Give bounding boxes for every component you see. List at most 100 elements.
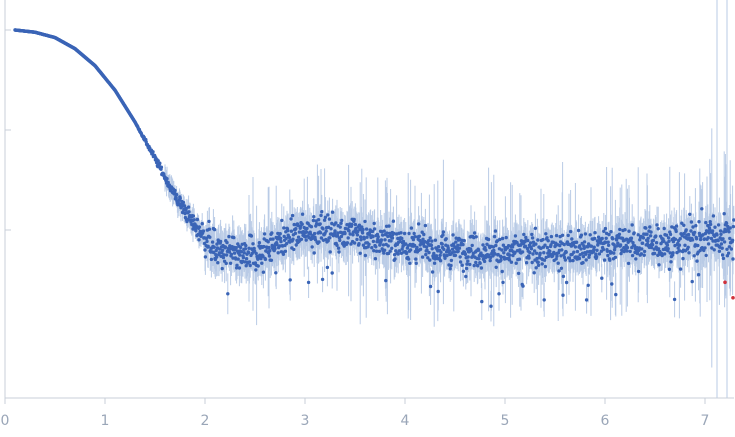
- data-point: [507, 258, 512, 262]
- data-point: [291, 237, 295, 241]
- data-point: [694, 224, 698, 228]
- data-point: [681, 256, 685, 261]
- data-point: [538, 251, 542, 255]
- data-point: [472, 263, 476, 268]
- data-point: [457, 246, 462, 250]
- data-point: [444, 237, 448, 241]
- data-point: [392, 253, 397, 257]
- data-point: [666, 236, 671, 240]
- data-point: [234, 266, 239, 270]
- data-point: [704, 220, 708, 225]
- data-point: [426, 239, 431, 243]
- data-point: [540, 262, 544, 266]
- data-point: [708, 222, 713, 227]
- data-point: [263, 257, 268, 262]
- data-point: [464, 266, 469, 271]
- data-point: [545, 236, 549, 240]
- data-point: [267, 245, 271, 250]
- data-point: [428, 236, 432, 240]
- data-point: [594, 252, 598, 256]
- data-point: [716, 238, 720, 243]
- data-point: [212, 250, 216, 255]
- data-point: [224, 261, 228, 266]
- data-point: [338, 238, 342, 243]
- data-point: [557, 269, 561, 273]
- data-point: [574, 240, 579, 244]
- data-point: [220, 248, 225, 253]
- data-point: [348, 232, 352, 236]
- data-point: [584, 298, 589, 302]
- data-point: [662, 226, 666, 231]
- data-point: [482, 259, 487, 264]
- data-point: [674, 229, 678, 234]
- data-point: [209, 257, 214, 262]
- data-point: [614, 292, 618, 297]
- data-point: [345, 223, 349, 227]
- data-point: [525, 246, 530, 251]
- data-point: [332, 231, 337, 236]
- data-point: [380, 233, 385, 237]
- data-point: [700, 207, 704, 211]
- data-point: [330, 210, 335, 214]
- data-point: [450, 247, 455, 251]
- data-point: [224, 253, 229, 257]
- data-point: [232, 251, 237, 255]
- data-point: [626, 261, 631, 266]
- data-point: [463, 252, 468, 257]
- data-point: [451, 233, 455, 237]
- data-point: [516, 271, 521, 276]
- data-point: [316, 218, 321, 222]
- data-point: [555, 254, 559, 258]
- data-point: [407, 231, 411, 236]
- data-point: [438, 259, 443, 263]
- data-point: [357, 242, 361, 246]
- data-point: [409, 226, 414, 230]
- data-point: [247, 246, 251, 250]
- data-point: [339, 221, 343, 225]
- data-point: [649, 245, 654, 250]
- data-point: [262, 244, 266, 249]
- data-point: [439, 250, 443, 254]
- data-point: [266, 240, 270, 244]
- data-point: [654, 234, 658, 238]
- data-point: [249, 234, 254, 238]
- data-point: [602, 258, 607, 262]
- data-point: [278, 232, 282, 236]
- data-point: [243, 247, 248, 251]
- data-point: [499, 255, 504, 259]
- data-point: [312, 251, 316, 255]
- data-point: [678, 237, 682, 241]
- data-point: [524, 235, 528, 240]
- data-point: [654, 241, 659, 245]
- data-point: [649, 230, 653, 234]
- data-point: [415, 245, 419, 250]
- data-points: [13, 28, 735, 308]
- outlier-point: [723, 280, 727, 285]
- data-point: [514, 261, 518, 265]
- data-point: [667, 239, 671, 243]
- data-point: [367, 242, 371, 246]
- data-point: [433, 238, 438, 242]
- data-point: [480, 299, 484, 304]
- data-point: [238, 245, 243, 250]
- data-point: [317, 240, 321, 244]
- data-point: [289, 229, 294, 233]
- data-point: [262, 232, 267, 236]
- data-point: [479, 266, 484, 270]
- data-point: [306, 280, 311, 285]
- data-point: [330, 271, 334, 275]
- data-point: [677, 243, 682, 247]
- data-point: [267, 254, 272, 258]
- data-point: [619, 251, 623, 256]
- data-point: [183, 211, 187, 216]
- data-point: [241, 255, 246, 260]
- data-point: [449, 263, 453, 268]
- data-point: [521, 284, 525, 288]
- data-point: [326, 213, 330, 217]
- data-point: [642, 253, 646, 257]
- data-point: [534, 242, 538, 246]
- data-point: [423, 223, 428, 228]
- data-point: [278, 236, 283, 241]
- data-point: [178, 196, 182, 200]
- data-point: [560, 248, 564, 252]
